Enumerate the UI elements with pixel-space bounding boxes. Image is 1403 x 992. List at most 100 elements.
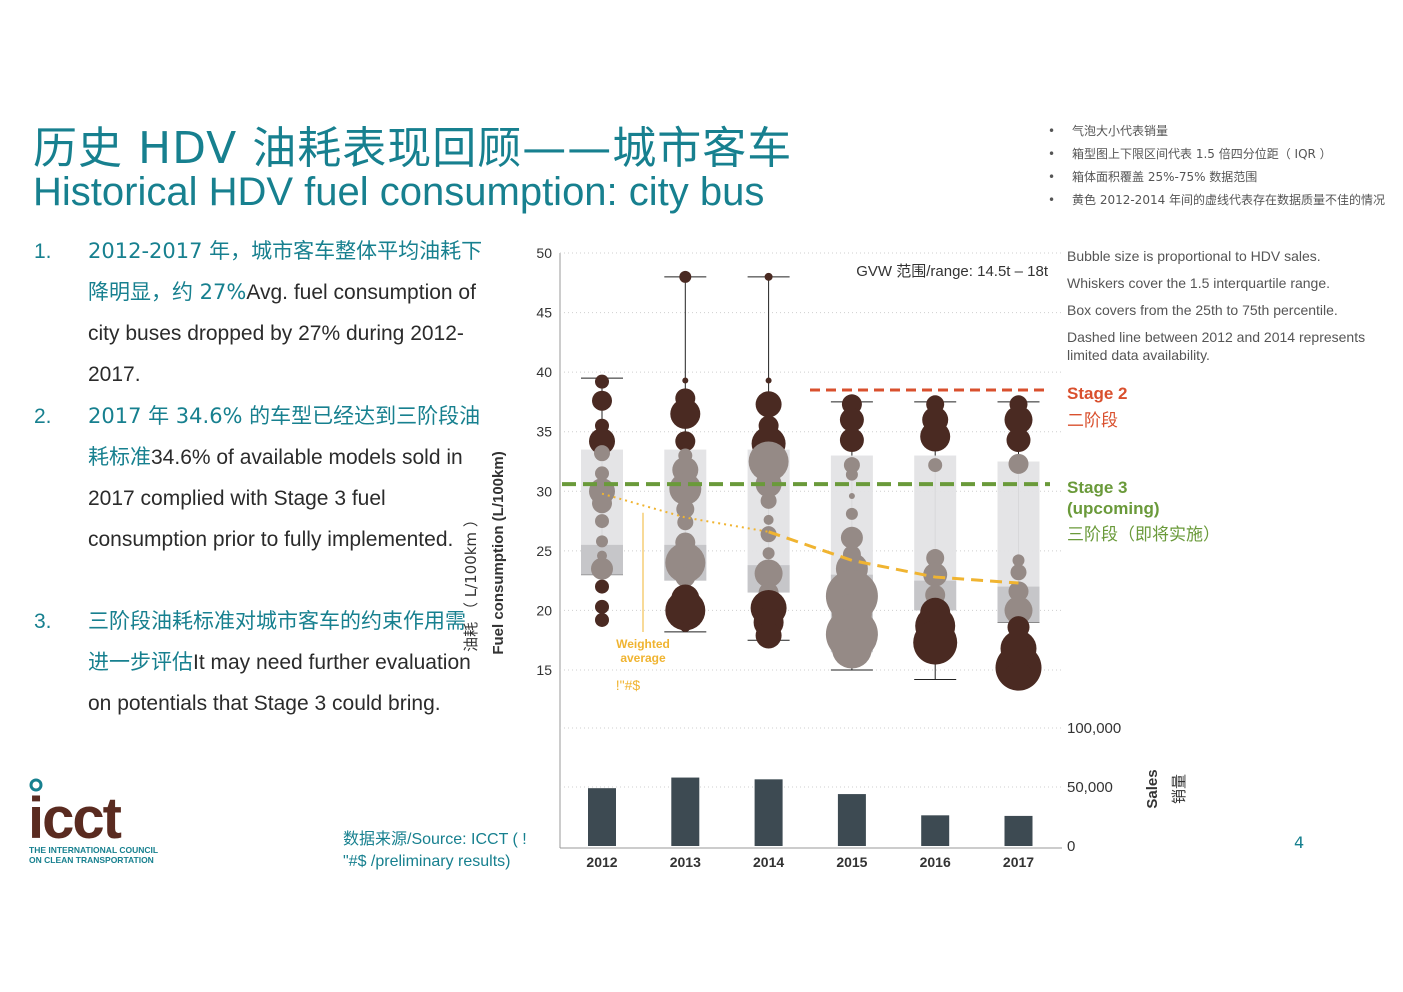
x-tick-label: 2017 [1003,854,1034,870]
sales-tick-label: 0 [1067,838,1075,855]
stage2-label-cn: 二阶段 [1067,411,1118,431]
year-group-2014: 2014 [747,272,790,870]
point-2-number: 2. [34,405,52,428]
bubble [595,599,609,614]
note-en-4: Dashed line between 2012 and 2014 repres… [1067,329,1366,363]
point-2-en: 34.6% of available models sold in 2017 c… [88,446,463,551]
year-group-2013: 2013 [664,270,707,870]
point-3-number: 3. [34,610,52,633]
logo-word: icct [28,786,122,851]
bubble [923,562,948,587]
x-tick-label: 2014 [753,854,784,870]
bubble [843,457,860,474]
title-en: Historical HDV fuel consumption: city bu… [33,170,765,214]
year-group-2017: 2017 [995,395,1042,870]
stage3-label-cn: 三阶段（即将实施） [1067,525,1220,545]
bubble [595,514,609,529]
bubble [592,493,612,514]
bubble [675,431,696,452]
logo-line1: THE INTERNATIONAL COUNCIL [29,845,158,855]
bubble [1004,405,1033,434]
point-2-cn: 2017 年 34.6% 的车型已经达到三阶段油耗标准 [88,404,481,469]
source-note: 数据来源/Source: ICCT ( ! "#$ /preliminary r… [343,829,527,873]
note-en-2: Whiskers cover the 1.5 interquartile ran… [1067,275,1331,291]
bubble [760,526,777,543]
bubble [595,466,609,481]
weighted-average-dashed [768,530,1019,585]
sales-bar [588,788,616,846]
note-cn-2: 箱型图上下限区间代表 1.5 倍四分位距（ IQR ） [1048,143,1400,166]
x-tick-label: 2013 [670,854,701,870]
stage2-label-en: Stage 2 [1067,384,1127,403]
year-group-2012: 2012 [581,374,623,870]
bubble [764,272,773,281]
bubble [839,407,864,432]
sales-label-en: Sales [1144,769,1161,808]
bubble [845,507,858,520]
year-group-2015: 2015 [825,394,878,870]
notes-en: Bubble size is proportional to HDV sales… [1067,247,1397,373]
point-2: 2. 2017 年 34.6% 的车型已经达到三阶段油耗标准34.6% of a… [34,396,484,560]
stage3-label-en: Stage 3 (upcoming) [1067,478,1160,518]
sales-tick-label: 100,000 [1067,720,1121,737]
logo-dot [29,778,43,792]
bubble [926,549,945,568]
bubble [675,567,696,588]
bubble [1008,453,1029,474]
bubble [682,377,689,384]
point-3: 3. 三阶段油耗标准对城市客车的约束作用需进一步评估It may need fu… [34,601,484,724]
bubble [595,612,609,627]
bubble [920,421,951,452]
weighted-average-label-2: !"#$ [616,677,641,693]
bubble [670,398,701,429]
bubble [1006,428,1031,453]
bubble [1004,661,1033,690]
bubble [762,547,775,560]
bubble [1010,564,1027,581]
point-1-number: 1. [34,240,52,263]
bubble [754,559,783,588]
bubble [665,542,706,583]
note-en-3: Box covers from the 25th to 75th percent… [1067,302,1338,318]
page-number: 4 [1294,833,1305,852]
notes-cn: 气泡大小代表销量 箱型图上下限区间代表 1.5 倍四分位距（ IQR ） 箱体面… [1048,120,1400,212]
bubble [1008,581,1029,602]
bubble [595,579,609,594]
y-axis-label: Fuel consumption (L/100km) [490,451,507,654]
bubble [755,622,782,649]
point-1: 1. 2012-2017 年，城市客车整体平均油耗下降明显，约 27%Avg. … [34,231,484,395]
y-tick-label: 30 [536,483,552,499]
y-tick-label: 35 [536,424,552,440]
y-tick-label: 40 [536,364,552,380]
sales-bar [754,779,783,846]
bubble [596,535,608,548]
sales-tick-label: 50,000 [1067,779,1113,796]
sales-bar [671,777,700,846]
bubble [913,620,958,665]
sales-bar [921,815,950,846]
sales-label-cn: 销量 [1170,774,1188,804]
y-tick-label: 15 [536,662,552,678]
sales-bar [837,794,866,846]
x-tick-label: 2015 [836,854,867,870]
point-1-en: Avg. fuel consumption of city buses drop… [88,281,476,386]
bubble [665,590,706,631]
weighted-average-label: Weighted average [616,637,670,665]
bubble [928,458,943,473]
y-tick-label: 25 [536,543,552,559]
gvw-annotation: GVW 范围/range: 14.5t – 18t [856,263,1049,280]
bubble [676,500,695,519]
bubble [1004,596,1033,625]
point-3-cn: 三阶段油耗标准对城市客车的约束作用需进一步评估 [88,609,466,674]
bubble [839,428,864,453]
bubble [591,557,613,580]
bubble [763,514,774,525]
note-cn-4: 黄色 2012-2014 年间的虚线代表存在数据质量不佳的情况 [1048,189,1400,212]
bubble [595,374,609,389]
note-en-1: Bubble size is proportional to HDV sales… [1067,248,1321,264]
note-cn-3: 箱体面积覆盖 25%-75% 数据范围 [1048,166,1400,189]
y-tick-label: 45 [536,305,552,321]
bubble [679,270,692,283]
icct-logo-graphic: icct THE INTERNATIONAL COUNCIL ON CLEAN … [28,778,158,865]
logo-line2: ON CLEAN TRANSPORTATION [29,855,154,865]
